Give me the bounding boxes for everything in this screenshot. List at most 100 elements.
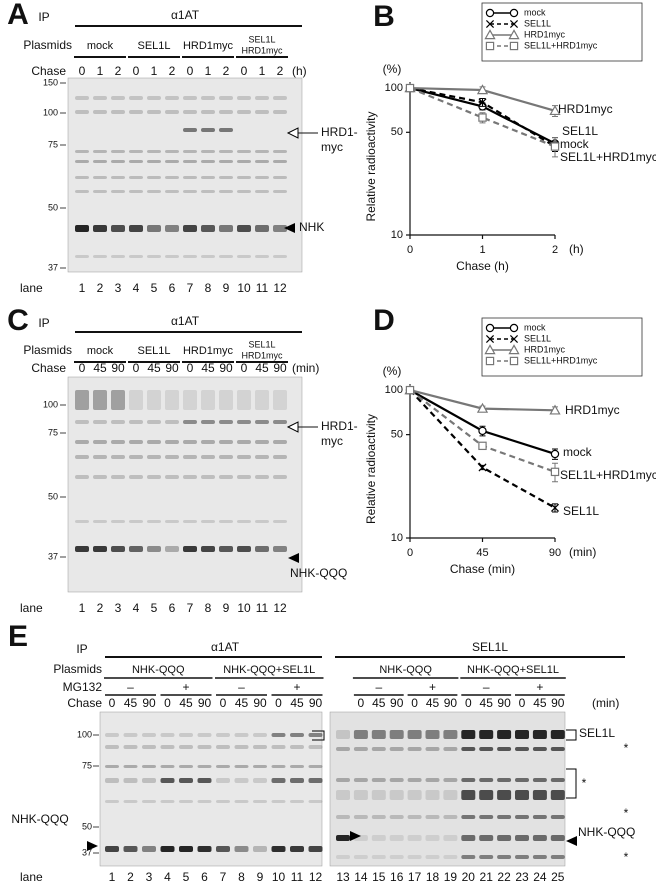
band-label: SEL1L xyxy=(579,726,615,740)
gel-band xyxy=(179,765,193,768)
gel-band xyxy=(255,475,269,479)
gel-band xyxy=(201,440,215,444)
chase-time: 2 xyxy=(115,64,122,78)
gel-band xyxy=(165,160,179,163)
y-tick-label: 100 xyxy=(385,384,403,396)
legend-label: SEL1L+HRD1myc xyxy=(524,355,598,365)
gel-band xyxy=(497,855,512,859)
gel-band xyxy=(183,176,197,179)
gel-band xyxy=(308,846,323,852)
x-axis-title: Chase (min) xyxy=(450,562,515,576)
gel-band xyxy=(197,745,212,749)
y-tick-label: 10 xyxy=(391,229,403,241)
gel-band xyxy=(216,733,230,737)
arrow xyxy=(288,553,299,563)
gel-band xyxy=(237,110,251,114)
gel-band xyxy=(129,255,143,258)
legend-label: HRD1myc xyxy=(524,344,566,354)
lane-number: 17 xyxy=(408,870,422,884)
legend-marker xyxy=(484,344,496,355)
gel-band xyxy=(165,150,179,153)
data-point xyxy=(476,84,489,95)
gel-band xyxy=(271,745,286,749)
gel-band xyxy=(336,855,350,859)
gel-band xyxy=(237,150,251,153)
gel-band xyxy=(93,440,107,444)
gel-band xyxy=(197,800,212,803)
gel-band xyxy=(165,176,179,179)
y-axis-title: Relative radioactivity xyxy=(364,111,378,221)
gel-band xyxy=(271,800,286,803)
lane-number: 6 xyxy=(201,870,208,884)
gel-band xyxy=(142,800,156,803)
chase-time: 0 xyxy=(133,64,140,78)
star: * xyxy=(624,850,629,864)
lane-number: 20 xyxy=(462,870,476,884)
gel-band xyxy=(253,778,267,783)
panel-letter: B xyxy=(373,0,395,33)
gel-band xyxy=(237,190,251,193)
mw-marker: 50 xyxy=(48,202,58,212)
gel-band xyxy=(111,455,125,459)
gel-band xyxy=(371,778,386,782)
lane-number: 12 xyxy=(309,870,323,884)
lane-number: 12 xyxy=(273,601,287,615)
gel-band xyxy=(407,855,422,859)
gel-band xyxy=(550,778,565,782)
gel-band xyxy=(129,96,143,100)
chase-time: 0 xyxy=(465,696,472,710)
gel-band xyxy=(273,96,287,100)
chase-time: 0 xyxy=(164,696,171,710)
gel-band xyxy=(219,160,233,163)
gel-band xyxy=(147,176,161,179)
gel-band xyxy=(273,190,287,193)
gel-band xyxy=(407,835,422,841)
arrow-head xyxy=(286,421,299,433)
gel-band xyxy=(371,835,386,841)
gel-band xyxy=(443,778,458,782)
gel-band xyxy=(201,546,215,552)
gel-band xyxy=(237,96,251,100)
gel-band xyxy=(75,420,89,424)
gel-band xyxy=(515,747,529,751)
gel-band xyxy=(111,110,125,114)
x-unit: (h) xyxy=(569,242,584,256)
gel-band xyxy=(111,96,125,100)
gel-band xyxy=(183,190,197,193)
band-label: NHK-QQQ xyxy=(11,812,68,826)
gel-band xyxy=(179,733,193,737)
gel-band xyxy=(201,390,215,410)
gel-band xyxy=(273,150,287,153)
gel-band xyxy=(389,835,404,841)
gel-band xyxy=(147,96,161,100)
chase-time: 90 xyxy=(273,361,287,375)
group-label: HRD1myc xyxy=(241,350,283,360)
gel-band xyxy=(219,110,233,114)
lane-number: 25 xyxy=(551,870,565,884)
chase-time: 0 xyxy=(241,361,248,375)
lane-number: 9 xyxy=(223,281,230,295)
gel-band xyxy=(75,176,89,179)
gel-band xyxy=(219,190,233,193)
gel-band xyxy=(371,790,386,800)
lane-number: 24 xyxy=(533,870,547,884)
mg132-sign: – xyxy=(375,680,382,694)
chase-time: 45 xyxy=(480,696,494,710)
lane-number: 11 xyxy=(291,870,304,884)
gel-band xyxy=(75,520,89,523)
gel-band xyxy=(290,778,304,783)
gel-band xyxy=(273,160,287,163)
gel-band xyxy=(75,440,89,444)
band-label: HRD1- xyxy=(321,419,358,433)
gel-band xyxy=(479,835,494,841)
chase-time: 45 xyxy=(179,696,193,710)
group-label: mock xyxy=(87,40,114,52)
gel-band xyxy=(93,475,107,479)
gel-band xyxy=(183,440,197,444)
gel-band xyxy=(425,790,440,800)
gel-band xyxy=(197,778,212,783)
mw-marker: 100 xyxy=(43,399,58,409)
gel-band xyxy=(353,747,368,751)
gel-band xyxy=(255,546,269,552)
legend-marker xyxy=(484,29,496,40)
